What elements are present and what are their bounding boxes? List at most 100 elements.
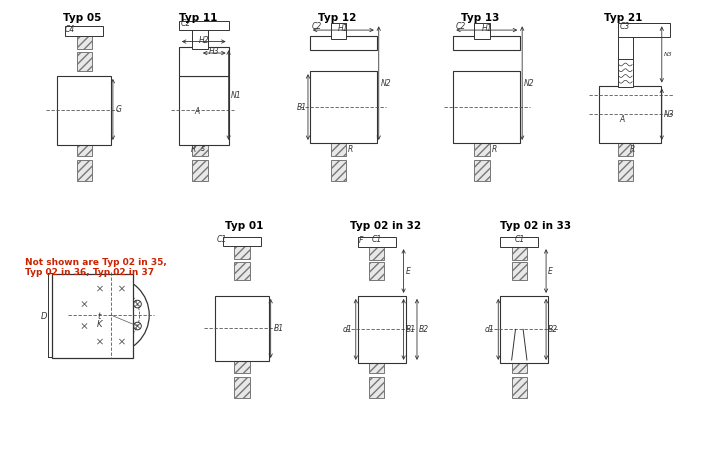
Text: C2: C2 xyxy=(312,22,322,31)
Text: B1: B1 xyxy=(296,102,307,112)
Text: Typ 02 in 32: Typ 02 in 32 xyxy=(350,221,421,231)
Text: H2: H2 xyxy=(199,36,209,45)
Bar xyxy=(179,47,229,59)
Bar xyxy=(369,377,385,398)
Bar xyxy=(179,47,229,76)
Bar xyxy=(358,296,406,363)
Bar xyxy=(65,26,103,36)
Text: R: R xyxy=(348,145,353,154)
Bar xyxy=(346,71,377,143)
Text: Typ 13: Typ 13 xyxy=(461,13,499,23)
Bar xyxy=(234,377,250,398)
Bar xyxy=(358,315,369,363)
Text: B1: B1 xyxy=(274,324,284,333)
Text: Typ 05: Typ 05 xyxy=(63,13,102,23)
Bar xyxy=(358,296,369,363)
Bar xyxy=(192,28,208,42)
Text: N1: N1 xyxy=(230,90,241,100)
Text: N3: N3 xyxy=(663,52,673,57)
Bar xyxy=(331,23,346,33)
Text: E: E xyxy=(406,266,411,276)
Bar xyxy=(223,237,261,246)
Text: Not shown are Typ 02 in 35,
Typ 02 in 36, Typ 02 in 37: Not shown are Typ 02 in 35, Typ 02 in 36… xyxy=(25,258,166,277)
Bar xyxy=(369,360,385,373)
Bar xyxy=(234,262,250,280)
Bar xyxy=(633,85,661,143)
Text: H1: H1 xyxy=(338,24,349,33)
Bar xyxy=(192,76,208,91)
Bar xyxy=(512,246,527,260)
Text: R: R xyxy=(630,145,635,154)
Bar xyxy=(475,23,490,33)
Bar xyxy=(618,143,633,156)
Text: R: R xyxy=(190,145,196,154)
Text: Typ 02 in 33: Typ 02 in 33 xyxy=(501,221,571,231)
Bar xyxy=(618,36,633,47)
Text: K: K xyxy=(97,320,102,329)
Bar xyxy=(618,160,633,181)
Bar xyxy=(216,296,269,361)
Bar xyxy=(453,71,520,143)
Text: R: R xyxy=(491,145,497,154)
Text: N3: N3 xyxy=(663,110,675,119)
Bar xyxy=(77,143,92,156)
Bar xyxy=(310,71,331,143)
Bar xyxy=(77,76,92,145)
Bar xyxy=(501,296,512,363)
Bar xyxy=(234,245,250,259)
Text: A: A xyxy=(194,107,199,116)
Text: t: t xyxy=(98,313,101,321)
Bar xyxy=(453,36,520,50)
Bar xyxy=(234,296,250,361)
Text: N2: N2 xyxy=(380,79,391,88)
Text: C2: C2 xyxy=(455,22,465,31)
Bar xyxy=(385,296,402,363)
Bar xyxy=(358,237,396,247)
Text: C1: C1 xyxy=(372,235,383,244)
Bar xyxy=(331,160,346,181)
Bar xyxy=(192,28,208,49)
Bar xyxy=(618,57,633,87)
Bar xyxy=(192,143,208,156)
Bar xyxy=(52,274,133,358)
Text: A: A xyxy=(620,115,625,124)
Bar xyxy=(618,36,633,59)
Bar xyxy=(179,21,229,30)
Bar xyxy=(453,71,475,143)
Text: s: s xyxy=(201,143,205,153)
Bar xyxy=(599,85,661,143)
Text: C1: C1 xyxy=(515,235,525,244)
Text: C4: C4 xyxy=(65,25,75,34)
Bar xyxy=(385,296,402,363)
Bar xyxy=(369,246,385,260)
Bar xyxy=(192,160,208,181)
Bar xyxy=(490,71,520,143)
Bar xyxy=(234,360,250,373)
Bar xyxy=(310,71,377,143)
Text: C1: C1 xyxy=(217,235,227,244)
Bar xyxy=(179,76,229,145)
Bar xyxy=(369,262,385,280)
Bar xyxy=(512,377,527,398)
Bar xyxy=(512,262,527,280)
Bar xyxy=(475,23,490,39)
Bar xyxy=(501,237,538,247)
Bar xyxy=(77,36,92,49)
Bar xyxy=(208,90,223,138)
Bar xyxy=(58,76,111,145)
Bar xyxy=(527,296,544,363)
Text: C3: C3 xyxy=(620,22,630,31)
Text: B2: B2 xyxy=(548,325,558,334)
Bar xyxy=(618,23,670,33)
Text: F: F xyxy=(359,236,363,245)
Text: D: D xyxy=(41,313,47,321)
Text: E: E xyxy=(548,266,553,276)
Bar xyxy=(310,36,377,45)
Bar xyxy=(77,52,92,71)
Text: N2: N2 xyxy=(524,79,535,88)
Bar xyxy=(310,36,377,50)
Bar xyxy=(77,160,92,181)
Bar xyxy=(618,23,670,37)
Bar xyxy=(501,296,548,363)
Text: Typ 21: Typ 21 xyxy=(604,13,643,23)
